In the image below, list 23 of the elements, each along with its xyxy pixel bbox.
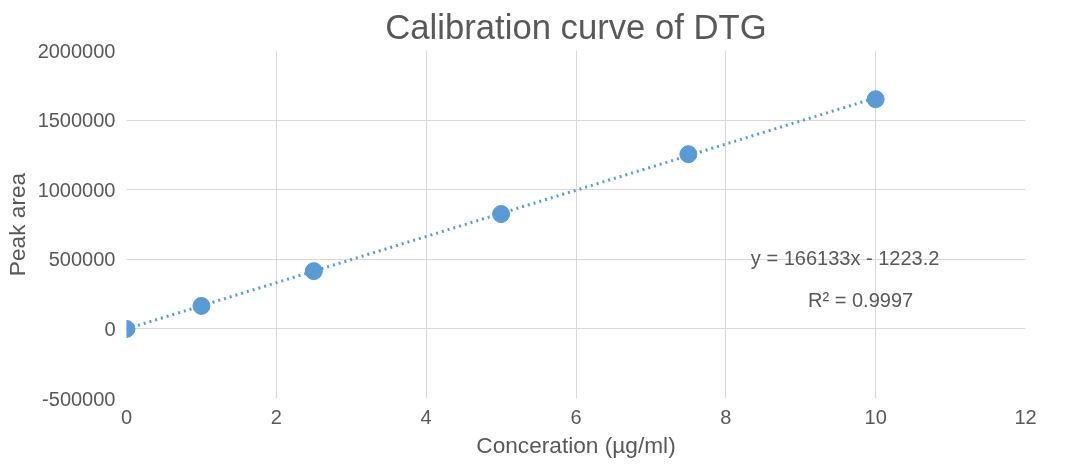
y-tick-label: -500000 — [42, 387, 116, 410]
point — [492, 205, 511, 224]
x-tick-label: 8 — [720, 405, 732, 428]
point — [679, 145, 698, 164]
y-tick-label: 1000000 — [37, 178, 116, 201]
y-tick-label: 500000 — [48, 248, 116, 271]
annotation: y = 166133x - 1223.2 — [750, 247, 940, 270]
chart-title: Calibration curve of DTG — [385, 7, 767, 46]
y-tick-label: 1500000 — [37, 109, 116, 132]
annotation: R² = 0.9997 — [808, 288, 914, 311]
x-tick-label: 12 — [1014, 405, 1037, 428]
x-tick-label: 10 — [864, 405, 887, 428]
y-axis-title: Peak area — [3, 172, 30, 277]
point — [866, 90, 885, 109]
x-tick-label: 4 — [420, 405, 432, 428]
x-tick-label: 2 — [270, 405, 282, 428]
point — [304, 262, 323, 281]
y-tick-label: 0 — [104, 317, 116, 340]
y-tick-label: 2000000 — [37, 39, 116, 62]
x-tick-label: 6 — [570, 405, 582, 428]
x-axis-title: Conceration (µg/ml) — [476, 431, 676, 458]
point — [192, 296, 211, 315]
x-tick-label: 0 — [120, 405, 133, 428]
